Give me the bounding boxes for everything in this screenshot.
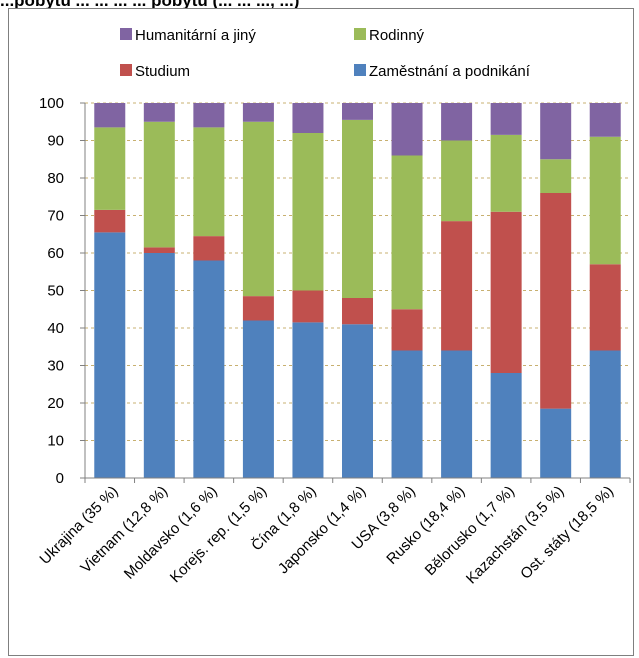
bar-segment (540, 408, 572, 478)
legend-swatch (120, 28, 132, 40)
y-tick-label: 50 (47, 283, 64, 300)
legend: Humanitární a jiný Rodinný Studium Zaměstná… (120, 27, 531, 80)
bar-segment (589, 350, 621, 478)
bar-segment (441, 221, 473, 351)
bar-segment (242, 103, 274, 122)
bar-segment (94, 209, 126, 233)
bar-segment (94, 127, 126, 210)
legend-label: Studium (135, 63, 190, 80)
bar-segment (391, 350, 423, 478)
y-tick-label: 30 (47, 358, 64, 375)
bar-segment (391, 103, 423, 156)
bar-segment (342, 324, 373, 478)
bar-segment (490, 103, 522, 135)
x-tick-label: Vietnam (12,8 %) (77, 483, 171, 577)
bar-segment (292, 133, 324, 291)
legend-swatch (354, 28, 366, 40)
y-tick-label: 20 (47, 395, 64, 412)
y-tick-label: 10 (47, 433, 64, 450)
bar-segment (342, 103, 373, 120)
bar-segment (490, 211, 522, 373)
bar-segment (342, 298, 373, 325)
bar-segment (292, 290, 324, 323)
y-tick-label: 90 (47, 133, 64, 150)
bar-segment (143, 253, 175, 478)
legend-label: Rodinný (369, 27, 425, 44)
bar-segment (589, 103, 621, 137)
legend-swatch (354, 64, 366, 76)
x-axis-ticks: Ukrajina (35 %)Vietnam (12,8 %)Moldavsko… (36, 478, 631, 587)
bar-segment (540, 103, 572, 160)
y-tick-label: 0 (56, 470, 64, 487)
bar-segment (292, 322, 324, 478)
bar-segment (441, 140, 473, 222)
bar-segment (292, 103, 324, 133)
bar-segment (193, 236, 225, 261)
bar-segment (342, 119, 373, 298)
x-tick-label: Ost. státy (18,5 %) (517, 483, 617, 583)
bar-segment (94, 232, 126, 478)
bar-segment (193, 127, 225, 237)
y-tick-label: 100 (39, 95, 64, 112)
x-tick-label: Moldavsko (1,6 %) (121, 483, 221, 583)
bar-segment (589, 264, 621, 351)
x-tick-label: Japonsko (1,4 %) (275, 483, 370, 578)
legend-label: Humanitární a jiný (135, 27, 256, 44)
y-tick-label: 70 (47, 208, 64, 225)
bar-segment (391, 309, 423, 351)
bar-segment (242, 320, 274, 478)
x-tick-label: Bělorusko (1,7 %) (422, 483, 518, 579)
bar-segment (441, 350, 473, 478)
bar-segment (391, 155, 423, 310)
legend-label: Zaměstnání a podnikání (369, 63, 531, 80)
bar-segment (441, 103, 473, 141)
bar-segment (94, 103, 126, 128)
bars (94, 103, 621, 478)
bar-segment (540, 159, 572, 193)
bar-segment (242, 296, 274, 321)
chart-title-fragment: ...pobytu ... ... ... ... pobytu (... ..… (0, 0, 639, 9)
bar-segment (242, 121, 274, 297)
bar-segment (490, 373, 522, 478)
y-axis-ticks: 0 10 20 30 40 50 60 70 80 90 100 (39, 95, 85, 487)
bar-segment (143, 103, 175, 122)
bar-segment (143, 121, 175, 248)
bar-segment (143, 247, 175, 253)
bar-segment (540, 193, 572, 409)
bar-segment (193, 103, 225, 128)
bar-segment (589, 136, 621, 265)
y-tick-label: 40 (47, 320, 64, 337)
legend-swatch (120, 64, 132, 76)
y-tick-label: 80 (47, 170, 64, 187)
bar-segment (193, 260, 225, 478)
bar-segment (490, 134, 522, 212)
y-tick-label: 60 (47, 245, 64, 262)
